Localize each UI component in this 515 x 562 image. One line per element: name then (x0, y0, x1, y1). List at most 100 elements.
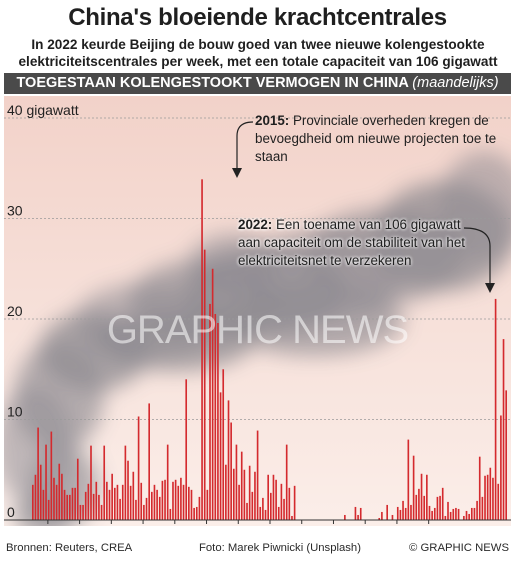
bar (79, 504, 82, 520)
bar (55, 484, 58, 520)
bar (84, 491, 87, 520)
x-tick-label: 21 (405, 525, 420, 526)
bar (209, 303, 211, 520)
x-tick-label: 17 (278, 525, 293, 526)
arrowhead-2015 (232, 168, 242, 178)
bar (436, 496, 439, 520)
bar (489, 467, 492, 520)
bar (270, 492, 272, 520)
bar (92, 493, 95, 520)
bar (74, 487, 76, 520)
bar (478, 456, 481, 520)
bar (140, 482, 143, 520)
bar (148, 403, 150, 520)
bar (381, 511, 383, 520)
bar (505, 390, 507, 520)
bar (100, 504, 103, 520)
bar (476, 500, 478, 520)
subtitle-line-2: elektriciteitscentrales per week, met ee… (18, 54, 498, 69)
watermark-logo: GRAPHIC NEWS (106, 308, 409, 352)
bar (87, 483, 90, 520)
bar (457, 508, 460, 520)
chart-banner: TOEGESTAAN KOLENGESTOOKT VERMOGEN IN CHI… (4, 73, 511, 94)
bar (108, 489, 111, 520)
bar (76, 458, 79, 520)
bar (357, 514, 359, 520)
bar (463, 515, 465, 520)
smoke-blob (189, 233, 279, 289)
y-tick-label: 20 (7, 303, 23, 319)
bar (418, 488, 420, 520)
x-tick-label: 12 (120, 525, 135, 526)
bar (439, 495, 441, 520)
bar (235, 444, 238, 521)
x-tick-label: 15 (215, 525, 230, 526)
bar (222, 369, 225, 520)
bar (69, 494, 71, 521)
bar (145, 497, 148, 520)
smoke-plume-photo (4, 151, 511, 526)
bar (264, 509, 267, 520)
bar (428, 505, 431, 520)
bar (473, 507, 476, 520)
bar (219, 392, 222, 520)
bar (468, 513, 470, 520)
gridlines (4, 117, 511, 420)
bar (161, 480, 164, 520)
bar (272, 474, 275, 520)
bar (293, 485, 296, 520)
bar (402, 500, 404, 520)
bar (230, 422, 232, 520)
bar (399, 509, 402, 520)
bar (47, 499, 50, 520)
bar (262, 497, 264, 520)
bar (98, 494, 100, 521)
bar (378, 517, 381, 520)
bar (214, 313, 217, 520)
bar (500, 415, 502, 520)
x-tick-label: 22 (437, 525, 452, 526)
bar (232, 468, 235, 520)
bar (153, 484, 156, 520)
bar (58, 463, 61, 520)
bar (492, 477, 494, 520)
bar (396, 506, 399, 520)
footer: Bronnen: Reuters, CREA Foto: Marek Piwni… (4, 542, 511, 558)
bar (246, 502, 248, 520)
y-tick-label: 10 (7, 404, 23, 420)
bar (481, 496, 484, 520)
bar (433, 507, 436, 520)
y-tick-label: 0 (7, 504, 15, 520)
bar (486, 474, 489, 520)
bar (151, 491, 153, 520)
bar (127, 460, 129, 520)
bar-chart: 40 gigawatt 0 10 20 30 2010 11 12 13 14 15 16 17 18 19… (4, 96, 511, 526)
bar (248, 465, 251, 520)
bar (227, 400, 230, 520)
bar (116, 484, 119, 520)
bar (39, 464, 42, 520)
footer-copyright: © GRAPHIC NEWS (409, 542, 509, 554)
annotation-2015: 2015: Provinciale overheden kregen de be… (255, 112, 505, 166)
bar (470, 507, 473, 520)
annotation-2015-text: Provinciale overheden kregen de bevoegdh… (255, 113, 497, 164)
bar (484, 475, 486, 520)
bar (275, 479, 277, 520)
bar (188, 486, 190, 520)
bar (42, 489, 45, 520)
bar (502, 339, 505, 520)
bar (217, 323, 219, 520)
bar (113, 487, 116, 520)
bar (404, 507, 407, 520)
bar (444, 515, 447, 520)
bar (177, 485, 180, 520)
bar (447, 501, 449, 520)
bar (391, 514, 394, 520)
bar (198, 496, 201, 520)
bar (288, 487, 291, 520)
bar (211, 268, 214, 520)
x-tick-label: 20 (374, 525, 389, 526)
bar (82, 504, 84, 520)
y-tick-label: 30 (7, 203, 23, 219)
banner-main: TOEGESTAAN KOLENGESTOOKT VERMOGEN IN CHI… (16, 75, 409, 91)
